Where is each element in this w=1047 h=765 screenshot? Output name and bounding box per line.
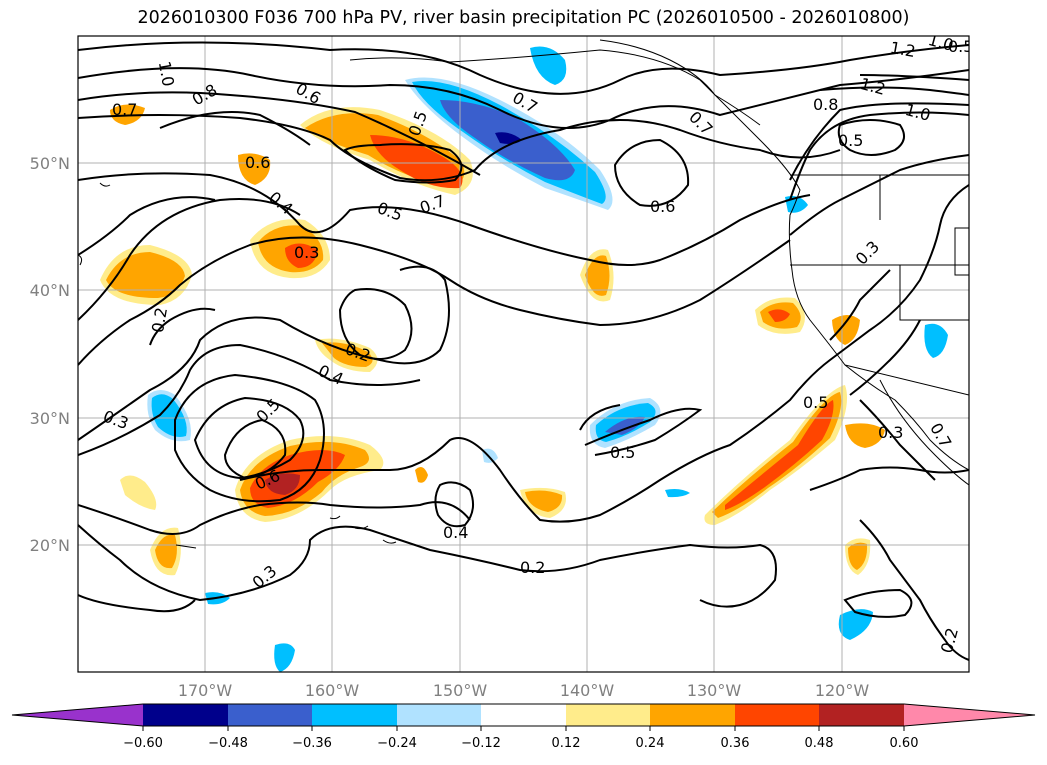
colorbar-segment [650,704,735,726]
colorbar-tick: −0.24 [377,736,417,751]
lon-label: 160°W [305,681,360,700]
colorbar-segment [397,704,481,726]
lon-label: 140°W [560,681,615,700]
colorbar-segment [735,704,819,726]
colorbar-tick: 0.12 [552,736,581,751]
contour-label: 0.5 [948,37,973,56]
colorbar-tick: 0.24 [636,736,665,751]
contour-label: 0.3 [294,243,319,262]
colorbar-extend-low [12,704,143,726]
contour-label: 0.5 [838,131,863,150]
contour-label: 0.8 [813,95,838,114]
lat-label: 40°N [30,281,70,300]
map-title: 2026010300 F036 700 hPa PV, river basin … [137,8,910,28]
contour-label: 0.2 [148,306,171,334]
colorbar-tick: −0.12 [461,736,501,751]
plot-frame [77,35,970,673]
lon-label: 120°W [815,681,870,700]
contour-label: 1.2 [889,38,917,61]
colorbar-tick: 0.48 [805,736,834,751]
lat-label: 20°N [30,536,70,555]
colorbar-tick: 0.36 [721,736,750,751]
contour-label: 0.3 [878,423,903,442]
contour-label: 0.4 [443,523,468,542]
lon-label: 150°W [433,681,488,700]
contour-label: 0.2 [520,558,545,577]
contour-label: 0.7 [112,100,137,119]
lon-label: 170°W [178,681,233,700]
lat-label: 50°N [30,154,70,173]
contour-label: 1.0 [155,60,178,88]
colorbar-tick: −0.48 [208,736,248,751]
contour-label: 0.5 [610,443,635,462]
longitude-labels: 170°W 160°W 150°W 140°W 130°W 120°W [178,681,870,700]
colorbar-tick: −0.60 [123,736,163,751]
colorbar-segment [143,704,228,726]
contour-label: 1.0 [926,30,956,55]
colorbar-tick: 0.60 [890,736,919,751]
colorbar-segment [819,704,904,726]
latitude-labels: 50°N 40°N 30°N 20°N [30,154,70,555]
colorbar-extend-high [904,704,1035,726]
positive-precip-regions [100,104,885,576]
colorbar-segment [228,704,312,726]
contour-label: 0.6 [245,153,270,172]
lon-label: 130°W [687,681,742,700]
contour-label: 0.5 [803,393,828,412]
pv-contours [78,41,969,661]
graticule [78,36,969,672]
contour-label: 0.6 [650,197,675,216]
lat-label: 30°N [30,409,70,428]
colorbar-segment [312,704,397,726]
colorbar: −0.60 −0.48 −0.36 −0.24 −0.12 0.12 0.24 … [11,703,1036,751]
colorbar-segment [481,704,566,726]
colorbar-segment [566,704,650,726]
colorbar-tick: −0.36 [292,736,332,751]
